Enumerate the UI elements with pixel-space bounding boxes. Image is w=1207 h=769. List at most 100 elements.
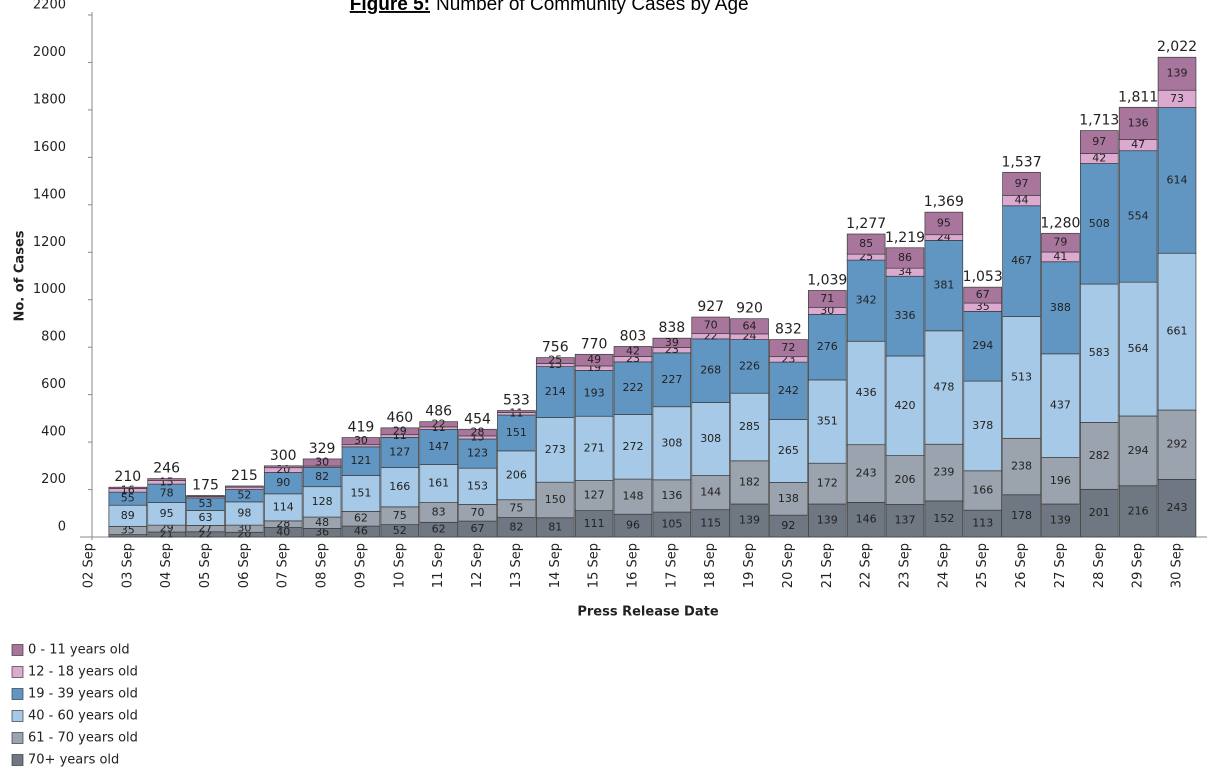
total-label: 329 — [309, 441, 336, 457]
total-label: 1,280 — [1040, 215, 1080, 231]
x-tick-label: 18 Sep — [703, 543, 718, 588]
total-label: 838 — [658, 320, 685, 336]
segment-label: 216 — [1128, 504, 1149, 517]
figure-label: Figure 5: — [350, 0, 430, 15]
segment-label: 111 — [584, 517, 605, 530]
segment-label: 238 — [1011, 460, 1032, 473]
x-tick-label: 13 Sep — [509, 543, 524, 588]
bar-segment — [807, 503, 847, 538]
segment-label: 115 — [700, 516, 721, 529]
segment-label: 139 — [1050, 514, 1071, 527]
segment-label: 136 — [661, 489, 682, 502]
segment-label: 265 — [778, 444, 799, 457]
segment-label: 152 — [933, 512, 954, 525]
segment-label: 71 — [820, 292, 834, 305]
segment-label: 139 — [1167, 67, 1188, 80]
x-tick-label: 15 Sep — [587, 543, 602, 588]
segment-label: 206 — [506, 468, 527, 481]
bar-segment — [186, 495, 225, 497]
y-tick-label: 400 — [41, 425, 66, 440]
total-label: 1,219 — [885, 230, 925, 246]
segment-label: 40 — [276, 525, 290, 538]
segment-label: 292 — [1167, 438, 1188, 451]
segment-label: 243 — [856, 467, 877, 480]
x-tick-label: 23 Sep — [897, 543, 912, 588]
bar-segment — [1118, 485, 1158, 538]
segment-label: 48 — [315, 516, 329, 529]
segment-label: 95 — [160, 507, 174, 520]
total-label: 832 — [775, 322, 802, 338]
x-tick-label: 20 Sep — [781, 543, 796, 588]
bar-segment — [535, 366, 575, 418]
segment-label: 151 — [350, 486, 371, 499]
bar-segment — [574, 510, 614, 538]
y-tick-label: 1600 — [33, 140, 66, 155]
segment-label: 62 — [432, 523, 446, 536]
bar-segment — [1080, 283, 1119, 423]
x-tick-label: 12 Sep — [470, 543, 485, 588]
segment-label: 478 — [933, 381, 954, 394]
segment-label: 52 — [393, 524, 407, 537]
bar-segment — [1080, 488, 1119, 538]
segment-label: 273 — [545, 443, 566, 456]
bar-segment — [574, 353, 614, 367]
bar-segment — [963, 286, 1002, 304]
segment-label: 55 — [121, 492, 135, 505]
y-tick-label: 0 — [58, 520, 66, 535]
segment-label: 83 — [432, 505, 446, 518]
bar-segment — [302, 486, 342, 518]
bar-segment — [458, 438, 497, 469]
bar-segment — [769, 361, 808, 420]
x-tick-label: 09 Sep — [353, 543, 368, 588]
bar-segment — [613, 361, 653, 415]
segment-label: 222 — [622, 381, 643, 394]
segment-label: 25 — [548, 354, 562, 367]
bar-segment — [1041, 457, 1080, 505]
bar-segment — [691, 402, 730, 476]
segment-label: 436 — [856, 386, 877, 399]
bar-segment — [574, 370, 614, 417]
segment-label: 92 — [781, 519, 795, 532]
total-label: 1,277 — [846, 216, 886, 232]
total-label: 454 — [464, 411, 491, 427]
bar-segment — [419, 421, 458, 428]
x-tick-label: 03 Sep — [120, 543, 135, 588]
segment-label: 178 — [1011, 509, 1032, 522]
segment-label: 351 — [817, 415, 838, 428]
segment-label: 196 — [1050, 474, 1071, 487]
segment-label: 336 — [894, 309, 915, 322]
segment-label: 62 — [354, 512, 368, 525]
bar-segment — [458, 428, 497, 437]
total-label: 927 — [697, 299, 724, 315]
segment-label: 67 — [471, 522, 485, 535]
segment-label: 437 — [1050, 399, 1071, 412]
segment-label: 30 — [315, 455, 329, 468]
bar-segment — [1157, 107, 1197, 254]
segment-label: 138 — [778, 492, 799, 505]
segment-label: 97 — [1015, 177, 1029, 190]
segment-label: 16 — [121, 483, 135, 496]
bar-segment — [263, 493, 303, 522]
segment-label: 97 — [1092, 135, 1106, 148]
x-axis-title: Press Release Date — [577, 605, 718, 620]
x-tick-label: 07 Sep — [276, 543, 291, 588]
bar-segment — [807, 462, 847, 505]
segment-label: 42 — [626, 344, 640, 357]
segment-label: 46 — [354, 525, 368, 538]
y-tick-label: 1400 — [33, 187, 66, 202]
x-tick-label: 17 Sep — [664, 543, 679, 588]
segment-label: 90 — [276, 476, 290, 489]
segment-label: 508 — [1089, 217, 1110, 230]
segment-label: 47 — [1131, 138, 1145, 151]
segment-label: 193 — [584, 386, 605, 399]
bar-segment — [613, 414, 653, 480]
bar-segment — [1080, 163, 1119, 285]
bar-segment — [1002, 316, 1041, 439]
bar-segment — [1118, 415, 1158, 487]
bar-segment — [730, 392, 769, 462]
bar-segment — [535, 481, 575, 519]
segment-label: 70 — [704, 318, 718, 331]
segment-label: 95 — [937, 216, 951, 229]
segment-label: 63 — [199, 511, 213, 524]
